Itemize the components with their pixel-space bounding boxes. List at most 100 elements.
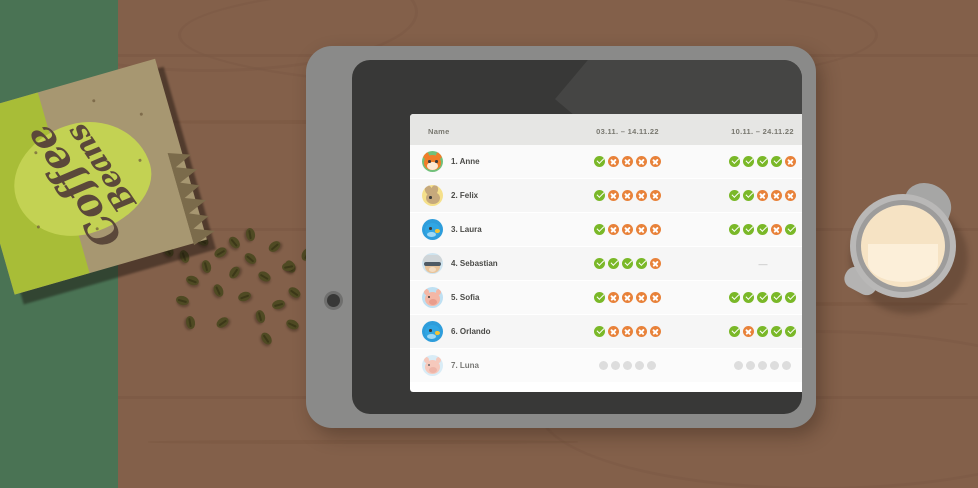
- pending-dot-icon[interactable]: [635, 361, 644, 370]
- check-icon[interactable]: [729, 326, 740, 337]
- pending-dot-icon[interactable]: [746, 361, 755, 370]
- pending-dot-icon[interactable]: [758, 361, 767, 370]
- status-cell-period1[interactable]: [560, 224, 695, 235]
- check-icon[interactable]: [743, 190, 754, 201]
- pending-dot-icon[interactable]: [782, 361, 791, 370]
- cross-icon[interactable]: [622, 292, 633, 303]
- check-icon[interactable]: [757, 292, 768, 303]
- column-header-name-cell[interactable]: Name: [410, 121, 560, 139]
- cross-icon[interactable]: [636, 190, 647, 201]
- table-row[interactable]: 5. Sofia: [410, 281, 802, 315]
- cross-icon[interactable]: [743, 326, 754, 337]
- table-row[interactable]: 4. Sebastian —: [410, 247, 802, 281]
- status-cell-period2[interactable]: [695, 326, 802, 337]
- status-cell-period1[interactable]: [560, 326, 695, 337]
- status-cell-period2[interactable]: [695, 361, 802, 370]
- table-row[interactable]: 2. Felix: [410, 179, 802, 213]
- pending-dot-icon[interactable]: [611, 361, 620, 370]
- participant-cell[interactable]: 6. Orlando: [410, 321, 560, 342]
- check-icon[interactable]: [743, 292, 754, 303]
- check-icon[interactable]: [757, 224, 768, 235]
- cross-icon[interactable]: [608, 326, 619, 337]
- cross-icon[interactable]: [757, 190, 768, 201]
- check-icon[interactable]: [729, 292, 740, 303]
- cross-icon[interactable]: [622, 326, 633, 337]
- check-icon[interactable]: [594, 190, 605, 201]
- pending-dot-icon[interactable]: [623, 361, 632, 370]
- table-row[interactable]: 6. Orlando: [410, 315, 802, 349]
- pending-dot-icon[interactable]: [647, 361, 656, 370]
- participant-cell[interactable]: 2. Felix: [410, 185, 560, 206]
- check-icon[interactable]: [608, 258, 619, 269]
- home-button[interactable]: [324, 291, 343, 310]
- participant-cell[interactable]: 3. Laura: [410, 219, 560, 240]
- status-cell-period1[interactable]: [560, 156, 695, 167]
- participant-name: 1. Anne: [451, 157, 480, 166]
- cross-icon[interactable]: [650, 224, 661, 235]
- cross-icon[interactable]: [771, 190, 782, 201]
- check-icon[interactable]: [771, 326, 782, 337]
- pending-dot-icon[interactable]: [734, 361, 743, 370]
- cross-icon[interactable]: [636, 224, 647, 235]
- cross-icon[interactable]: [622, 224, 633, 235]
- status-cell-period1[interactable]: [560, 361, 695, 370]
- cross-icon[interactable]: [608, 292, 619, 303]
- cross-icon[interactable]: [608, 224, 619, 235]
- table-row[interactable]: 1. Anne: [410, 145, 802, 179]
- cross-icon[interactable]: [622, 190, 633, 201]
- table-row[interactable]: 3. Laura: [410, 213, 802, 247]
- cross-icon[interactable]: [622, 156, 633, 167]
- participant-cell[interactable]: 5. Sofia: [410, 287, 560, 308]
- cross-icon[interactable]: [636, 326, 647, 337]
- cross-icon[interactable]: [785, 156, 796, 167]
- pending-dot-icon[interactable]: [599, 361, 608, 370]
- check-icon[interactable]: [594, 326, 605, 337]
- check-icon[interactable]: [729, 190, 740, 201]
- cross-icon[interactable]: [650, 292, 661, 303]
- cross-icon[interactable]: [636, 156, 647, 167]
- no-data-indicator: —: [758, 258, 768, 269]
- check-icon[interactable]: [785, 326, 796, 337]
- cross-icon[interactable]: [650, 326, 661, 337]
- check-icon[interactable]: [636, 258, 647, 269]
- status-cell-period1[interactable]: [560, 292, 695, 303]
- check-icon[interactable]: [771, 292, 782, 303]
- pending-dot-icon[interactable]: [770, 361, 779, 370]
- status-cell-period2[interactable]: [695, 224, 802, 235]
- participant-cell[interactable]: 1. Anne: [410, 151, 560, 172]
- cross-icon[interactable]: [650, 190, 661, 201]
- check-icon[interactable]: [594, 224, 605, 235]
- check-icon[interactable]: [594, 292, 605, 303]
- status-cell-period2[interactable]: [695, 156, 802, 167]
- check-icon[interactable]: [729, 224, 740, 235]
- check-icon[interactable]: [622, 258, 633, 269]
- check-icon[interactable]: [594, 156, 605, 167]
- cross-icon[interactable]: [650, 258, 661, 269]
- cross-icon[interactable]: [636, 292, 647, 303]
- cross-icon[interactable]: [650, 156, 661, 167]
- status-cell-period2[interactable]: [695, 292, 802, 303]
- status-cell-period2[interactable]: [695, 190, 802, 201]
- check-icon[interactable]: [743, 224, 754, 235]
- cross-icon[interactable]: [771, 224, 782, 235]
- table-row[interactable]: 7. Luna: [410, 349, 802, 383]
- check-icon[interactable]: [785, 292, 796, 303]
- status-cell-period1[interactable]: [560, 190, 695, 201]
- check-icon[interactable]: [785, 224, 796, 235]
- cross-icon[interactable]: [608, 156, 619, 167]
- check-icon[interactable]: [757, 326, 768, 337]
- column-header-period2-cell[interactable]: 10.11. – 24.11.22: [695, 121, 802, 139]
- cross-icon[interactable]: [785, 190, 796, 201]
- participant-cell[interactable]: 7. Luna: [410, 355, 560, 376]
- bird-avatar: [422, 321, 443, 342]
- check-icon[interactable]: [757, 156, 768, 167]
- cross-icon[interactable]: [608, 190, 619, 201]
- status-cell-period1[interactable]: [560, 258, 695, 269]
- check-icon[interactable]: [729, 156, 740, 167]
- check-icon[interactable]: [594, 258, 605, 269]
- participant-cell[interactable]: 4. Sebastian: [410, 253, 560, 274]
- check-icon[interactable]: [743, 156, 754, 167]
- check-icon[interactable]: [771, 156, 782, 167]
- column-header-period1-cell[interactable]: 03.11. – 14.11.22: [560, 121, 695, 139]
